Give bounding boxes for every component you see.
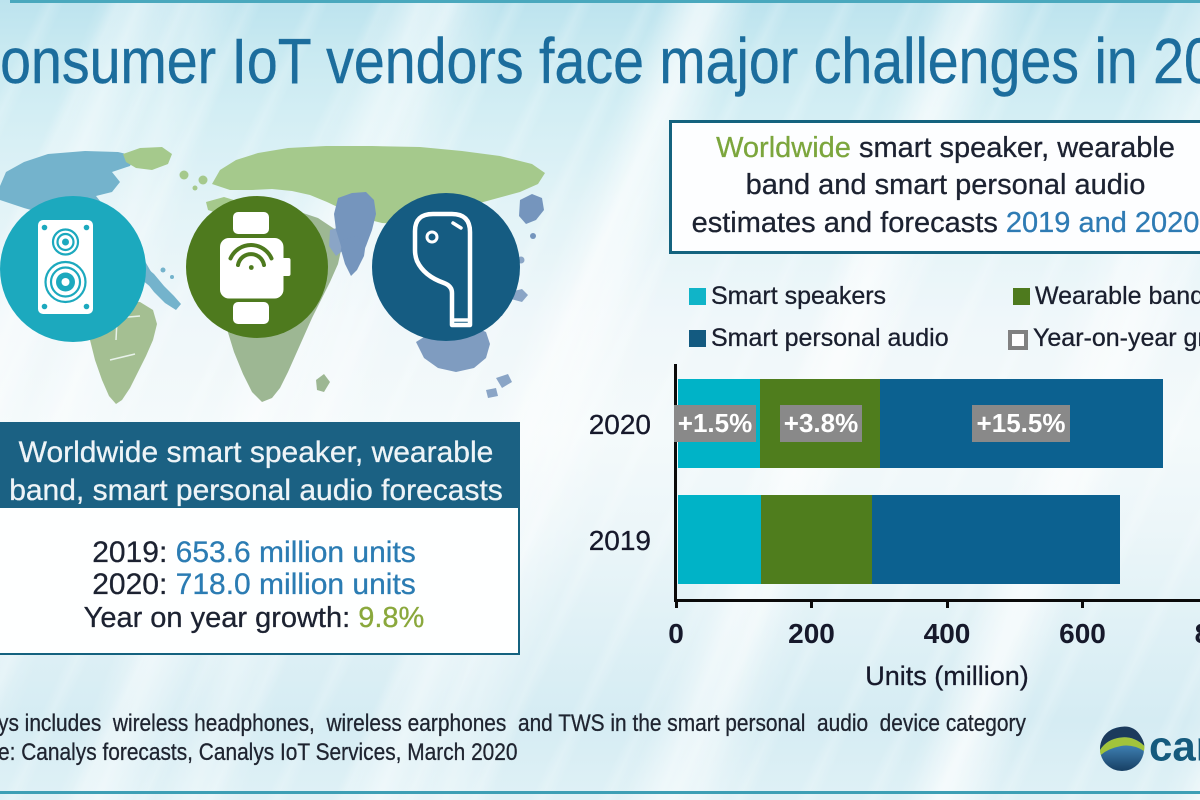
svg-text:can: can — [1149, 723, 1200, 770]
